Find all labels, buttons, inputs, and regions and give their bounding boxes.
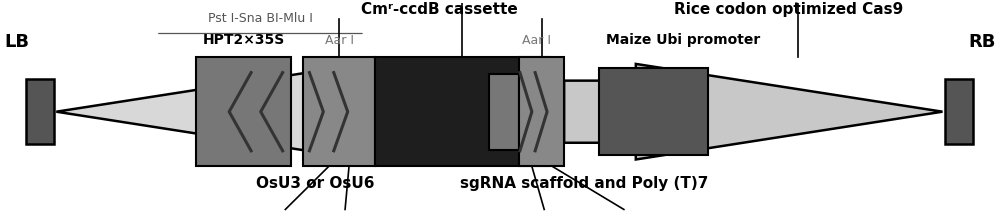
Text: Rice codon optimized Cas9: Rice codon optimized Cas9 [674, 2, 903, 17]
Polygon shape [56, 64, 450, 160]
Text: Aar I: Aar I [522, 34, 551, 46]
Text: Maize Ubi promoter: Maize Ubi promoter [606, 33, 761, 47]
Text: RB: RB [969, 33, 996, 51]
Bar [945, 79, 973, 144]
Text: Cmʳ-ccdB cassette: Cmʳ-ccdB cassette [361, 2, 518, 17]
Text: Aar I: Aar I [325, 34, 354, 46]
Polygon shape [564, 64, 942, 160]
Bar [599, 68, 708, 155]
Text: Pst I-Sna BI-Mlu I: Pst I-Sna BI-Mlu I [208, 12, 313, 25]
Text: OsU3 or OsU6: OsU3 or OsU6 [256, 176, 374, 191]
Bar [519, 57, 564, 166]
Bar [26, 79, 54, 144]
Bar [489, 74, 519, 150]
Bar [196, 57, 291, 166]
Text: HPT2×35S: HPT2×35S [202, 33, 285, 47]
Text: sgRNA scaffold and Poly (T)7: sgRNA scaffold and Poly (T)7 [460, 176, 708, 191]
Text: LB: LB [4, 33, 29, 51]
Bar [375, 57, 549, 166]
Bar [303, 57, 375, 166]
